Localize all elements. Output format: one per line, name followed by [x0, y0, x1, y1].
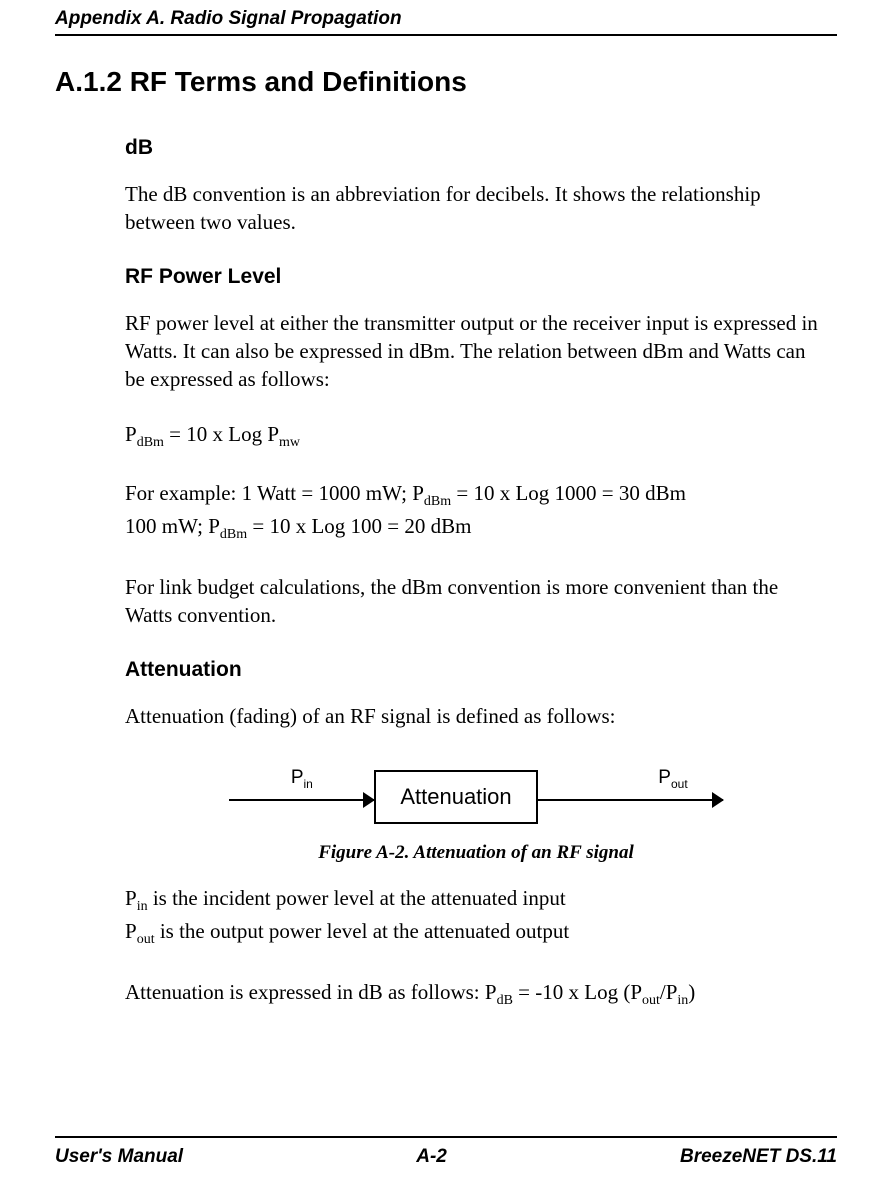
header-title: Appendix A. Radio Signal Propagation — [55, 8, 402, 29]
ex-mid1: = 10 x Log 1000 = 30 dBm — [451, 481, 686, 505]
formula2-sub1: dB — [497, 993, 513, 1008]
formula-mid: = 10 x Log P — [164, 422, 279, 446]
page-footer: User's Manual A-2 BreezeNET DS.11 — [55, 1136, 837, 1168]
rf-power-body3: For link budget calculations, the dBm co… — [125, 573, 827, 630]
atten-body1: Attenuation (fading) of an RF signal is … — [125, 702, 827, 730]
formula2-end: ) — [688, 980, 695, 1004]
db-body: The dB convention is an abbreviation for… — [125, 180, 827, 237]
attenuation-box: Attenuation — [374, 770, 537, 824]
ex2-post: = 10 x Log 100 = 20 dBm — [247, 514, 471, 538]
arrow-head-out — [712, 792, 724, 808]
attenuation-diagram: Pin Attenuation Pout — [229, 758, 722, 824]
pout-line-post: is the output power level at the attenua… — [155, 919, 570, 943]
ex-sub1: dBm — [424, 494, 451, 509]
rf-power-body1: RF power level at either the transmitter… — [125, 309, 827, 394]
pin-label: Pin — [291, 767, 313, 791]
arrow-line-out — [538, 799, 723, 801]
pin-line-sub: in — [137, 899, 148, 914]
pin-sub: in — [304, 777, 313, 791]
footer-right: BreezeNET DS.11 — [680, 1146, 837, 1168]
atten-formula: Attenuation is expressed in dB as follow… — [125, 978, 827, 1011]
pin-definition: Pin is the incident power level at the a… — [125, 884, 827, 917]
footer-left: User's Manual — [55, 1146, 183, 1168]
formula2-mid: = -10 x Log (P — [513, 980, 642, 1004]
arrow-head-in — [363, 792, 375, 808]
rf-power-title: RF Power Level — [125, 265, 827, 289]
rf-power-example1: For example: 1 Watt = 1000 mW; PdBm = 10… — [125, 479, 827, 512]
formula-sub2: mw — [279, 435, 300, 450]
pin-line-p: P — [125, 886, 137, 910]
arrow-line-in — [229, 799, 374, 801]
pout-definition: Pout is the output power level at the at… — [125, 917, 827, 950]
input-arrow: Pin — [229, 761, 374, 821]
atten-title: Attenuation — [125, 658, 827, 682]
content-area: dB The dB convention is an abbreviation … — [55, 136, 837, 1011]
footer-center: A-2 — [416, 1146, 447, 1168]
ex2-pre: 100 mW; P — [125, 514, 220, 538]
rf-power-formula: PdBm = 10 x Log Pmw — [125, 422, 827, 451]
figure-caption: Figure A-2. Attenuation of an RF signal — [318, 842, 634, 864]
pout-label: Pout — [658, 767, 687, 791]
page-header: Appendix A. Radio Signal Propagation — [55, 0, 837, 36]
pout-sub: out — [671, 777, 688, 791]
pout-line-sub: out — [137, 932, 155, 947]
ex-pre: For example: 1 Watt = 1000 mW; P — [125, 481, 424, 505]
pin-p: P — [291, 767, 304, 788]
formula2-slash: /P — [660, 980, 678, 1004]
output-arrow: Pout — [538, 761, 723, 821]
formula2-pre: Attenuation is expressed in dB as follow… — [125, 980, 497, 1004]
formula2-sub2: out — [642, 993, 660, 1008]
pout-p: P — [658, 767, 671, 788]
attenuation-figure: Pin Attenuation Pout Figure A-2. Attenua… — [125, 758, 827, 864]
section-title: A.1.2 RF Terms and Definitions — [55, 66, 837, 98]
formula-p: P — [125, 422, 137, 446]
ex2-sub: dBm — [220, 527, 247, 542]
db-title: dB — [125, 136, 827, 160]
formula2-sub3: in — [677, 993, 688, 1008]
pout-line-p: P — [125, 919, 137, 943]
rf-power-example2: 100 mW; PdBm = 10 x Log 100 = 20 dBm — [125, 512, 827, 545]
formula-sub1: dBm — [137, 435, 164, 450]
pin-line-post: is the incident power level at the atten… — [148, 886, 566, 910]
